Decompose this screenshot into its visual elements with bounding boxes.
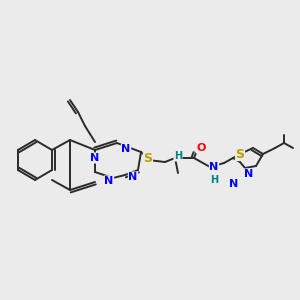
Text: N: N <box>230 179 238 189</box>
Text: N: N <box>122 144 130 154</box>
Text: N: N <box>104 176 114 186</box>
Text: O: O <box>196 143 206 153</box>
Text: N: N <box>90 153 100 163</box>
Text: H: H <box>210 175 218 185</box>
Text: N: N <box>209 162 219 172</box>
Text: S: S <box>143 152 152 164</box>
Text: H: H <box>174 151 182 161</box>
Text: S: S <box>236 148 244 160</box>
Text: N: N <box>128 172 138 182</box>
Text: N: N <box>244 169 253 179</box>
